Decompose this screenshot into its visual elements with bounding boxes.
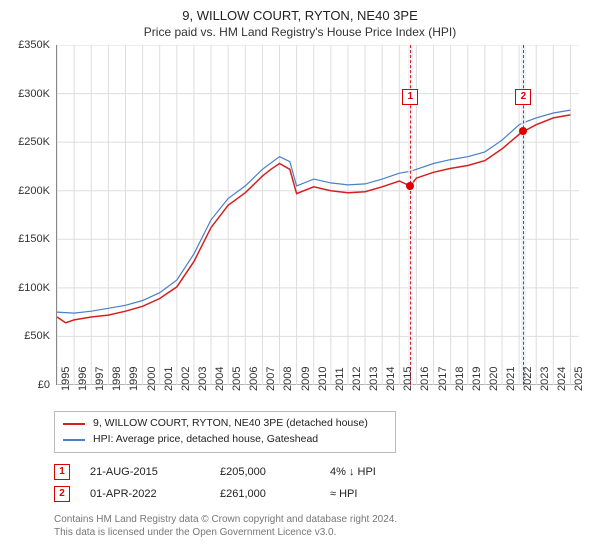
y-axis-label: £150K [6, 233, 50, 245]
x-axis-label: 2003 [197, 367, 209, 391]
event-marker-label: 1 [402, 89, 418, 105]
x-axis-label: 2015 [402, 367, 414, 391]
sale-date: 21-AUG-2015 [90, 466, 220, 478]
y-axis-label: £350K [6, 39, 50, 51]
x-axis-label: 2018 [454, 367, 466, 391]
x-axis-label: 2022 [522, 367, 534, 391]
sale-row: 1 21-AUG-2015£205,0004% ↓ HPI [54, 461, 590, 483]
legend-item: HPI: Average price, detached house, Gate… [63, 432, 387, 448]
chart-title: 9, WILLOW COURT, RYTON, NE40 3PE [10, 8, 590, 23]
y-axis-label: £200K [6, 185, 50, 197]
chart-container: 9, WILLOW COURT, RYTON, NE40 3PE Price p… [0, 0, 600, 560]
event-marker-label: 2 [515, 89, 531, 105]
sales-table: 1 21-AUG-2015£205,0004% ↓ HPI 2 01-APR-2022… [54, 461, 590, 505]
legend-swatch [63, 439, 85, 441]
y-axis-label: £100K [6, 282, 50, 294]
x-axis-label: 2014 [385, 367, 397, 391]
legend-label: 9, WILLOW COURT, RYTON, NE40 3PE (detach… [93, 416, 368, 432]
x-axis-label: 2006 [248, 367, 260, 391]
sale-marker: 1 [54, 464, 70, 480]
x-axis-label: 2005 [231, 367, 243, 391]
legend: 9, WILLOW COURT, RYTON, NE40 3PE (detach… [54, 411, 396, 453]
x-axis-label: 2007 [265, 367, 277, 391]
event-marker-dot [406, 182, 414, 190]
footer-line-2: This data is licensed under the Open Gov… [54, 526, 590, 540]
x-axis-label: 1995 [60, 367, 72, 391]
sale-delta: ≈ HPI [330, 488, 357, 500]
x-axis-label: 2009 [300, 367, 312, 391]
x-axis-label: 1996 [77, 367, 89, 391]
x-axis-label: 2000 [146, 367, 158, 391]
x-axis-label: 1999 [128, 367, 140, 391]
plot-svg [57, 45, 579, 385]
x-axis-label: 2012 [351, 367, 363, 391]
x-axis-label: 2001 [163, 367, 175, 391]
x-axis-label: 2021 [505, 367, 517, 391]
x-axis-label: 2013 [368, 367, 380, 391]
sale-delta: 4% ↓ HPI [330, 466, 376, 478]
legend-item: 9, WILLOW COURT, RYTON, NE40 3PE (detach… [63, 416, 387, 432]
x-axis-label: 2017 [437, 367, 449, 391]
x-axis-label: 2023 [539, 367, 551, 391]
sale-price: £205,000 [220, 466, 330, 478]
sale-date: 01-APR-2022 [90, 488, 220, 500]
event-marker-dot [519, 127, 527, 135]
x-axis-label: 2002 [180, 367, 192, 391]
x-axis-label: 2024 [556, 367, 568, 391]
x-axis-label: 2020 [488, 367, 500, 391]
sale-price: £261,000 [220, 488, 330, 500]
sale-row: 2 01-APR-2022£261,000≈ HPI [54, 483, 590, 505]
x-axis-label: 2008 [282, 367, 294, 391]
y-axis-label: £250K [6, 136, 50, 148]
chart-area: 12 £0£50K£100K£150K£200K£250K£300K£350K1… [10, 45, 590, 405]
x-axis-label: 2016 [419, 367, 431, 391]
legend-swatch [63, 423, 85, 425]
y-axis-label: £0 [6, 379, 50, 391]
x-axis-label: 2025 [573, 367, 585, 391]
x-axis-label: 1997 [94, 367, 106, 391]
sale-marker: 2 [54, 486, 70, 502]
x-axis-label: 2010 [317, 367, 329, 391]
x-axis-label: 2011 [334, 367, 346, 391]
legend-label: HPI: Average price, detached house, Gate… [93, 432, 318, 448]
footer-attribution: Contains HM Land Registry data © Crown c… [54, 513, 590, 540]
x-axis-label: 1998 [111, 367, 123, 391]
x-axis-label: 2019 [471, 367, 483, 391]
plot-region: 12 [56, 45, 578, 385]
x-axis-label: 2004 [214, 367, 226, 391]
chart-subtitle: Price paid vs. HM Land Registry's House … [10, 25, 590, 39]
y-axis-label: £50K [6, 330, 50, 342]
y-axis-label: £300K [6, 88, 50, 100]
footer-line-1: Contains HM Land Registry data © Crown c… [54, 513, 590, 527]
